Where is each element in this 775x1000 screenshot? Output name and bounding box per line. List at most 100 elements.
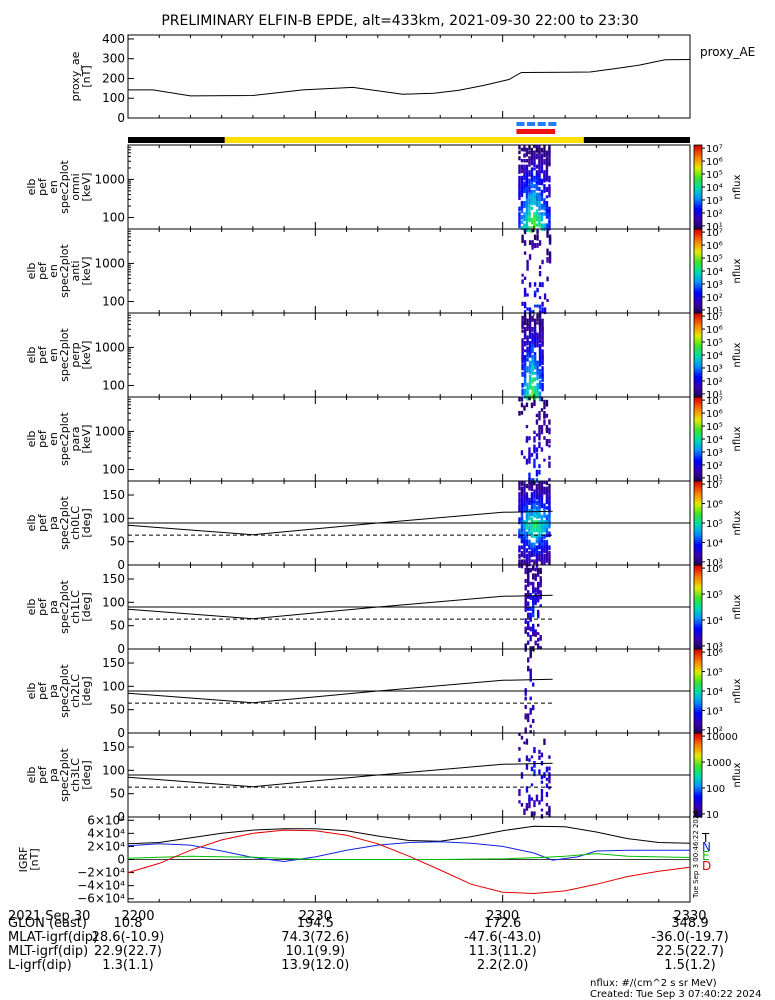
pa-ch2lc-ytick-label: 0 xyxy=(117,726,125,740)
spec-omni-colorbar-cell xyxy=(694,166,702,169)
spec-perp-ylabel-line-1: pef xyxy=(36,345,49,364)
spec-omni-colorbar-cell xyxy=(694,193,702,196)
proxy_ae-frame xyxy=(127,34,691,119)
igrf-ytick-label: 2×10⁴ xyxy=(87,839,125,853)
spec-perp-pixel xyxy=(526,346,529,353)
pa-ch1lc-colorbar-cell xyxy=(694,613,702,616)
pa-ch0lc-pixel xyxy=(523,537,526,543)
spec-omni-pixel xyxy=(525,209,529,216)
pa-ch0lc-ytick-label: 150 xyxy=(102,488,125,502)
pa-ch3lc-colorbar-cell xyxy=(694,798,702,801)
pa-ch3lc-colorbar-cell xyxy=(694,758,702,761)
spec-perp-colorbar-label: 10⁷ xyxy=(706,312,723,323)
spec-omni-pixel xyxy=(523,187,526,191)
pa-ch0lc-colorbar-cell xyxy=(694,537,702,541)
pa-ch2lc-colorbar-title: nflux xyxy=(732,678,743,703)
spec-perp-ylabel-line-2: en xyxy=(47,348,60,362)
pa-ch1lc-pixel xyxy=(532,601,535,606)
spec-omni-pixel xyxy=(533,184,536,189)
pa-ch0lc-pixel xyxy=(518,553,521,559)
spec-perp-pixel xyxy=(526,338,529,343)
spec-perp-pixel xyxy=(541,341,544,345)
spec-para-pixel xyxy=(528,472,531,480)
pa-ch3lc-colorbar-cell xyxy=(694,804,702,808)
spec-perp-pixel xyxy=(531,363,534,367)
pa-ch0lc-pixel xyxy=(530,492,534,498)
spec-perp-colorbar-cell xyxy=(694,317,702,320)
spec-para-colorbar-cell xyxy=(694,478,702,482)
pa-ch2lc-colorbar-cell xyxy=(694,665,702,669)
footer-row-value: 22.5(22.7) xyxy=(656,944,724,959)
pa-ch0lc-colorbar-cell xyxy=(694,529,702,532)
spec-para-pixel xyxy=(525,425,529,429)
pa-ch1lc-pixel xyxy=(537,573,540,577)
pa-ch1lc-pixel xyxy=(524,584,527,589)
pa-ch3lc-pixel xyxy=(540,814,544,819)
spec-perp-pixel xyxy=(538,391,542,396)
pa-ch3lc-colorbar-label: 10 xyxy=(706,810,719,821)
pa-ch0lc-colorbar-cell xyxy=(694,506,702,509)
spec-anti-pixel xyxy=(533,243,537,249)
pa-ch2lc-pixel xyxy=(529,651,532,659)
spec-perp-pixel xyxy=(523,380,527,385)
pa-ch1lc-pixel xyxy=(539,635,542,641)
pa-ch0lc-colorbar-label: 10⁶ xyxy=(706,500,723,511)
spec-perp-pixel xyxy=(533,357,537,363)
spec-para-pixel xyxy=(530,402,534,409)
pa-ch0lc-pixel xyxy=(520,553,524,558)
footer-row-value: 74.3(72.6) xyxy=(281,930,349,945)
pa-ch3lc-pixel xyxy=(530,755,534,759)
spec-perp-pixel xyxy=(533,391,537,395)
spec-omni-pixel xyxy=(543,147,546,153)
spec-perp-pixel xyxy=(528,343,532,349)
pa-ch2lc-ylabel-line-5: [deg] xyxy=(80,676,93,705)
proxy_ae-ytick-label: 400 xyxy=(102,32,125,46)
spec-para-pixel xyxy=(525,402,529,408)
spec-anti-colorbar-cell xyxy=(694,279,702,283)
pa-ch1lc-pixel xyxy=(524,629,527,634)
spec-omni-pixel xyxy=(535,173,539,177)
pa-ch2lc-loss-cone-line xyxy=(127,678,553,704)
spec-anti-ylabel-line-5: [keV] xyxy=(80,257,93,286)
pa-ch0lc-pixel xyxy=(548,523,551,529)
spec-omni-pixel xyxy=(523,153,526,158)
spec-perp-pixel xyxy=(531,349,534,354)
spec-omni-pixel xyxy=(538,161,541,168)
spec-perp-colorbar-cell xyxy=(694,378,702,381)
pa-ch0lc-pixel xyxy=(543,503,546,510)
spec-omni-pixel xyxy=(520,181,524,188)
pa-ch0lc-pixel xyxy=(525,556,529,561)
pa-ch1lc-colorbar-cell xyxy=(694,623,702,627)
spec-omni-pixel xyxy=(533,223,536,227)
footer-row-value: 2.2(2.0) xyxy=(477,958,529,973)
spec-perp-pixel xyxy=(536,363,539,368)
spec-anti-colorbar-label: 10³ xyxy=(706,280,723,291)
pa-ch3lc-ytick-label: 100 xyxy=(102,763,125,777)
spec-anti-colorbar-cell xyxy=(694,302,702,306)
spec-anti-pixel xyxy=(523,243,527,246)
pa-ch0lc-colorbar-cell xyxy=(694,554,702,558)
pa-ch0lc-pixel xyxy=(535,537,539,542)
spec-anti-pixel xyxy=(541,282,544,288)
spec-anti-colorbar-cell xyxy=(694,266,702,270)
spec-omni-pixel xyxy=(533,212,536,218)
spec-anti-colorbar-label: 10⁷ xyxy=(706,228,723,239)
spec-anti-pixel xyxy=(528,240,532,246)
footer-row-value: 11.3(11.2) xyxy=(469,944,537,959)
spec-para-pixel xyxy=(535,469,539,477)
pa-ch1lc-colorbar-cell xyxy=(694,600,702,604)
pa-ch3lc-pixel xyxy=(525,755,529,762)
pa-ch0lc-pixel xyxy=(528,542,531,546)
spec-para-pixel xyxy=(538,441,541,449)
spec-perp-pixel xyxy=(521,338,524,344)
pa-ch3lc-pixel xyxy=(538,755,541,760)
spec-omni-pixel xyxy=(543,145,546,148)
spec-perp-colorbar-cell xyxy=(694,350,702,354)
pa-ch1lc-colorbar-cell xyxy=(694,579,702,583)
spec-perp-pixel xyxy=(528,332,532,337)
pa-ch0lc-pixel xyxy=(545,500,549,504)
pa-ch0lc-pixel xyxy=(525,514,529,520)
pa-ch1lc-colorbar-cell xyxy=(694,617,702,621)
spec-perp-pixel xyxy=(541,349,544,353)
spec-omni-pixel xyxy=(533,145,536,148)
